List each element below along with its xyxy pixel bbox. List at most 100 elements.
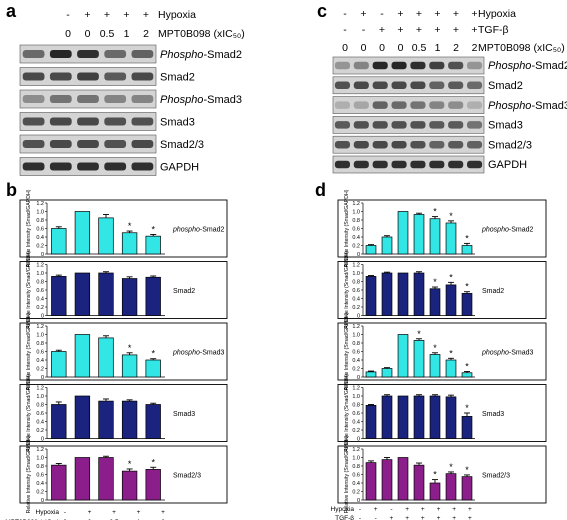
blot-band [429, 160, 445, 169]
blot-label: Phospho-Smad2 [160, 49, 242, 61]
bar [121, 278, 138, 316]
y-tick-label: 0.4 [352, 420, 360, 426]
y-tick-label: 0 [357, 437, 360, 443]
y-tick-label: 0 [357, 375, 360, 381]
bar [429, 288, 441, 316]
y-tick-label: 1.0 [352, 271, 360, 277]
blot-band [372, 61, 388, 70]
bar [381, 236, 393, 255]
condition-hypoxia-2: + [112, 509, 116, 516]
blot-band [22, 72, 45, 81]
y-tick-label: 0.6 [352, 288, 360, 294]
blot-band [353, 121, 369, 129]
bar [381, 395, 393, 439]
condition-label-dose: MPT0B098 (xIC₅₀) [158, 28, 245, 40]
panel-letter-d: d [315, 180, 326, 200]
blot-label-prefix: Phospho [160, 94, 203, 106]
y-tick-label: 0.4 [36, 358, 44, 364]
y-tick-label: 0 [357, 498, 360, 504]
condition-hypoxia-5: + [437, 506, 441, 513]
blot-band [49, 95, 72, 103]
y-tick-label: 1.0 [36, 271, 44, 277]
condition-dose-5: 1 [435, 42, 441, 54]
blot-strip [332, 76, 485, 95]
series-label-prefix: phospho [481, 350, 509, 357]
blot-band [131, 50, 154, 58]
blot-band [104, 162, 127, 171]
series-label-rest: -Smad3 [200, 350, 225, 357]
bar [51, 404, 67, 439]
condition-hypoxia-7: + [468, 506, 472, 513]
blot-band [334, 121, 350, 129]
blot-band [448, 81, 464, 90]
blot-label-rest: GAPDH [488, 159, 527, 171]
y-tick-label: 0.6 [352, 227, 360, 233]
blot-band [391, 121, 407, 129]
y-tick-label: 0.6 [36, 473, 44, 479]
blot-band [22, 162, 45, 171]
series-label: phospho-Smad3 [172, 350, 224, 357]
blot-band [391, 160, 407, 169]
condition-hypoxia-1: + [374, 506, 378, 513]
condition-tgf-6: + [453, 24, 459, 36]
series-label-rest: -Smad3 [509, 350, 534, 357]
y-tick-label: 0.6 [36, 288, 44, 294]
condition-label-hypoxia: Hypoxia [331, 506, 355, 513]
condition-label-tgf: TGF-β [478, 24, 509, 36]
y-tick-label: 1.2 [36, 263, 44, 269]
chart-frame [19, 261, 228, 319]
condition-dose-2: 0 [379, 42, 385, 54]
blot-label-rest: Smad2 [488, 80, 523, 92]
blot-band [353, 140, 369, 149]
bar [413, 272, 425, 316]
condition-tgf-7: + [468, 515, 472, 520]
significance-marker: * [151, 224, 155, 234]
bar [74, 457, 91, 501]
bar [51, 228, 67, 255]
y-tick-label: 1.2 [36, 324, 44, 330]
y-axis-label: Relative Intensity (Smad/GAPDH) [344, 374, 350, 452]
bar [461, 245, 473, 255]
bar [365, 245, 377, 255]
blot-strip [332, 116, 485, 134]
condition-hypoxia-2: - [380, 8, 384, 20]
blot-band [410, 121, 426, 129]
blot-band [391, 81, 407, 90]
bar [445, 222, 457, 255]
condition-hypoxia-4: + [161, 509, 165, 516]
western-blot-a: - + + + + Hypoxia 0 0 0.5 1 2 MPT0B098 (xIC₅₀) Phosp… [19, 9, 245, 176]
condition-hypoxia-1: + [360, 8, 366, 20]
significance-marker: * [128, 343, 132, 353]
blot-label: Smad2/3 [488, 139, 532, 151]
y-axis-label: Relative Intensity (Smad/GAPDH) [26, 374, 32, 452]
y-axis-label: Relative Intensity (Smad/GAPDH) [26, 251, 32, 329]
condition-dose-0: 0 [65, 28, 71, 40]
condition-tgf-5: + [437, 515, 441, 520]
blot-band [353, 101, 369, 109]
y-tick-label: 0.2 [36, 367, 44, 373]
bar [413, 464, 425, 501]
blot-band [131, 95, 154, 103]
bar [98, 337, 114, 378]
chart-frame [337, 322, 547, 381]
blot-label: Smad2/3 [160, 139, 204, 151]
blot-band [49, 140, 72, 148]
y-tick-label: 0.4 [352, 297, 360, 303]
y-tick-label: 0.2 [36, 490, 44, 496]
significance-marker: * [465, 403, 469, 413]
condition-label-hypoxia: Hypoxia [478, 8, 516, 20]
y-axis-label: Relative Intensity (Smad/GAPDH) [344, 189, 350, 267]
bar [429, 218, 441, 255]
y-tick-label: 0 [41, 252, 44, 258]
condition-label-dose: MPT0B098 (xIC₅₀) [478, 42, 565, 54]
condition-label-tgf: TGF-β [335, 515, 354, 520]
blot-label-rest: -Smad3 [531, 100, 567, 112]
y-tick-label: 1.2 [352, 324, 360, 330]
blot-band [467, 81, 483, 90]
y-tick-label: 0.4 [36, 420, 44, 426]
significance-marker: * [128, 221, 132, 231]
blot-band [448, 160, 464, 169]
condition-tgf-1: - [362, 24, 366, 36]
blot-band [49, 72, 72, 81]
blot-label: GAPDH [160, 161, 199, 173]
